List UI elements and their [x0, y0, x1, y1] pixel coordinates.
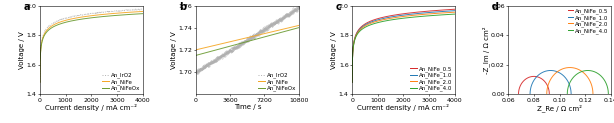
X-axis label: Time / s: Time / s: [233, 104, 261, 110]
Y-axis label: -Z_Im / Ω cm²: -Z_Im / Ω cm²: [482, 26, 489, 74]
Y-axis label: Voltage / V: Voltage / V: [332, 31, 337, 69]
Text: c: c: [336, 2, 341, 12]
Text: b: b: [179, 2, 187, 12]
Legend: An_IrO2, An_NiFe, An_NiFeOx: An_IrO2, An_NiFe, An_NiFeOx: [258, 73, 296, 91]
X-axis label: Z_Re / Ω cm²: Z_Re / Ω cm²: [537, 104, 582, 112]
Y-axis label: Voltage / V: Voltage / V: [171, 31, 177, 69]
Y-axis label: Voltage / V: Voltage / V: [19, 31, 25, 69]
Text: a: a: [23, 2, 30, 12]
Legend: An_NiFe_0.5, An_NiFe_1.0, An_NiFe_2.0, An_NiFe_4.0: An_NiFe_0.5, An_NiFe_1.0, An_NiFe_2.0, A…: [410, 66, 452, 91]
X-axis label: Current density / mA cm⁻²: Current density / mA cm⁻²: [45, 104, 138, 111]
Legend: An_IrO2, An_NiFe, An_NiFeOx: An_IrO2, An_NiFe, An_NiFeOx: [102, 73, 140, 91]
X-axis label: Current density / mA cm⁻²: Current density / mA cm⁻²: [357, 104, 449, 111]
Legend: An_NiFe_0.5, An_NiFe_1.0, An_NiFe_2.0, An_NiFe_4.0: An_NiFe_0.5, An_NiFe_1.0, An_NiFe_2.0, A…: [567, 8, 608, 34]
Text: d: d: [492, 2, 499, 12]
